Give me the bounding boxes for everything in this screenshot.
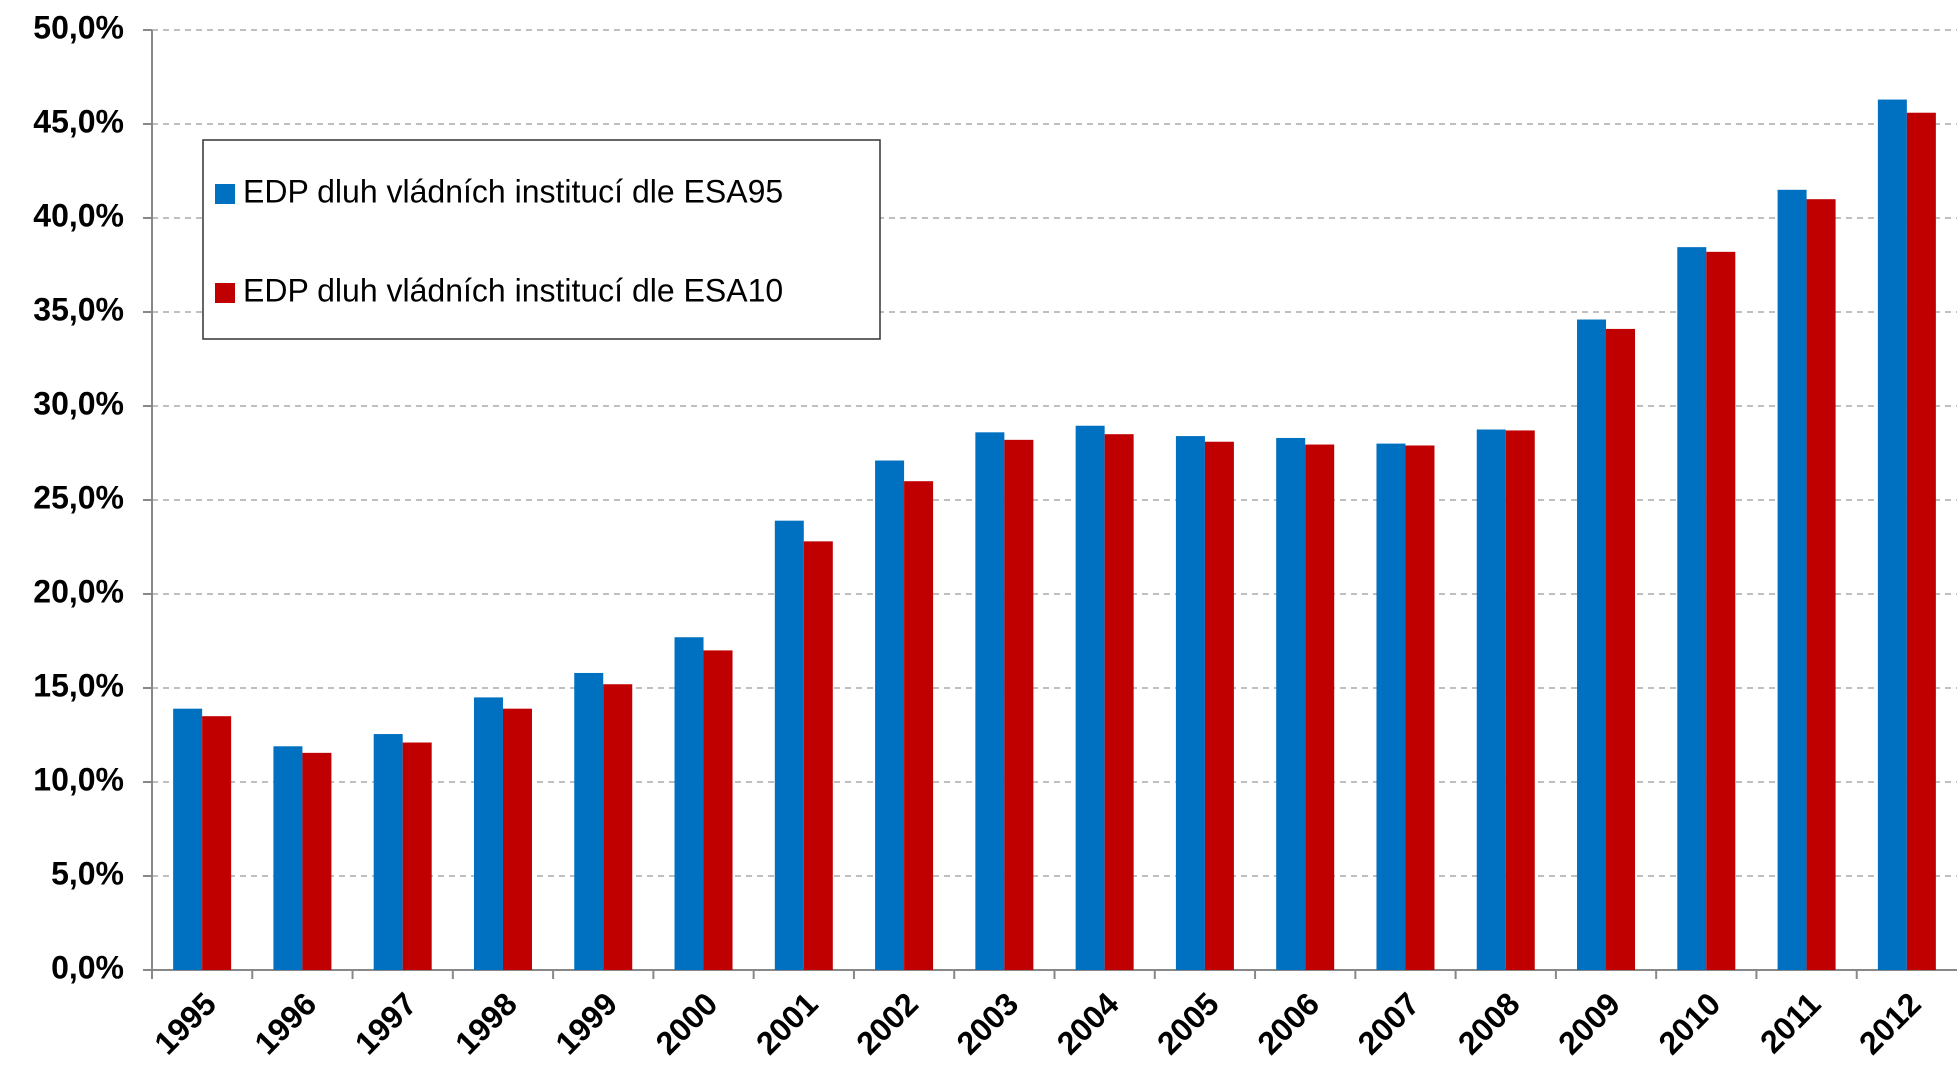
bar [302,752,332,970]
x-tick-label: 2011 [1753,985,1828,1060]
x-tick-label: 2004 [1050,985,1126,1061]
x-tick-label: 2001 [749,985,825,1061]
bar [904,481,934,970]
bar [574,672,604,970]
y-tick-label: 5,0% [51,855,124,891]
y-tick-label: 40,0% [33,197,124,233]
legend-swatch [215,283,235,303]
y-tick-label: 35,0% [33,291,124,327]
x-tick-label: 1995 [147,985,223,1061]
bar [202,716,232,970]
x-tick-label: 2009 [1551,985,1627,1061]
bar [373,734,403,970]
x-tick-label: 1998 [448,985,524,1061]
y-tick-label: 50,0% [33,9,124,45]
bar [1305,444,1335,970]
bar [703,650,733,970]
y-tick-label: 10,0% [33,761,124,797]
x-tick-label: 2003 [949,985,1025,1061]
bar [1004,439,1034,971]
bar [875,460,905,970]
x-tick-label: 2007 [1351,985,1427,1061]
bar [1577,319,1607,970]
x-tick-label: 1997 [348,985,424,1061]
bar [273,746,303,970]
bar [1376,443,1406,971]
bar [402,742,432,970]
legend-label: EDP dluh vládních institucí dle ESA10 [243,272,783,308]
bar [1405,445,1435,971]
y-tick-label: 25,0% [33,479,124,515]
bar [1175,436,1205,971]
x-tick-label: 2010 [1651,985,1727,1061]
bar [173,708,203,970]
bar [1677,247,1707,970]
legend-label: EDP dluh vládních institucí dle ESA95 [243,173,783,209]
x-tick-label: 2008 [1451,985,1527,1061]
bar [1505,430,1535,970]
bar [603,684,633,970]
bar [473,697,503,970]
y-tick-label: 45,0% [33,103,124,139]
bar [1476,429,1506,970]
y-tick-label: 15,0% [33,667,124,703]
bar [1706,251,1736,971]
x-tick-label: 2002 [849,985,925,1061]
legend-swatch [215,184,235,204]
bar [1806,199,1836,970]
bar [1906,112,1936,971]
x-tick-label: 2006 [1250,985,1326,1061]
x-tick-label: 1999 [548,985,624,1061]
bar [1606,328,1636,970]
bar [1104,434,1134,970]
bar [774,520,804,970]
bar [1204,441,1234,971]
bar [1276,437,1306,971]
bar [1075,425,1105,970]
x-tick-label: 1996 [248,985,324,1061]
bar [975,432,1005,970]
bar [803,541,833,970]
bar [1877,99,1907,970]
bar [674,637,704,970]
bar [502,708,532,970]
y-tick-label: 0,0% [51,949,124,985]
bar [1777,189,1807,971]
y-tick-label: 30,0% [33,385,124,421]
x-tick-label: 2005 [1150,985,1226,1061]
legend-box [202,139,881,340]
x-tick-label: 2012 [1852,985,1928,1061]
x-tick-label: 2000 [649,985,725,1061]
y-tick-label: 20,0% [33,573,124,609]
